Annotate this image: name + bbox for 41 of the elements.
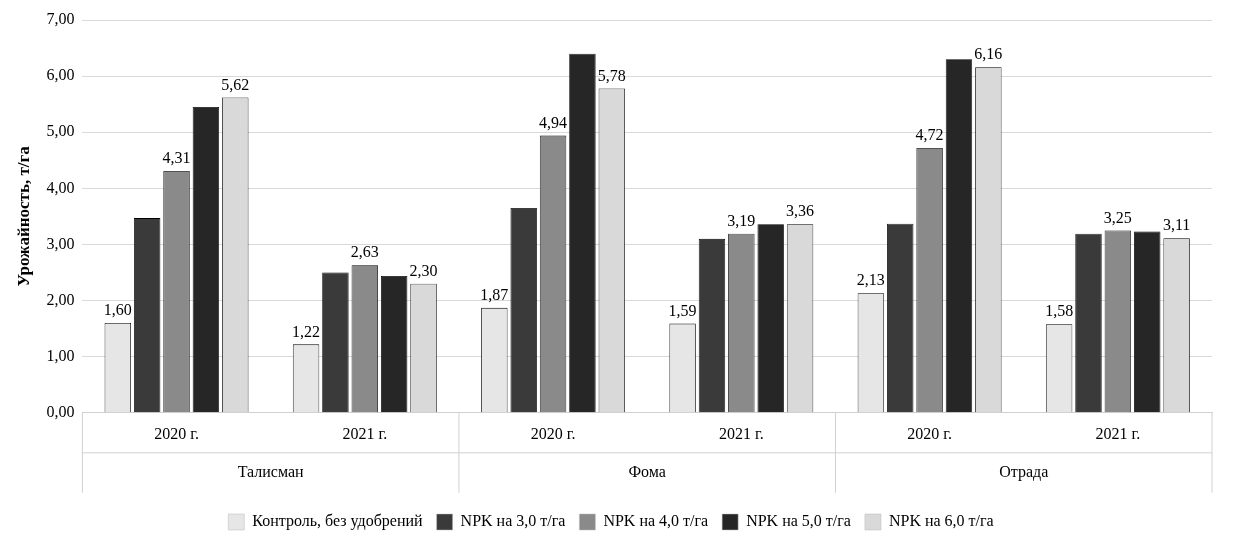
legend-label: NPK на 3,0 т/га (460, 512, 566, 530)
data-label: 3,11 (1162, 216, 1191, 234)
data-label: 4,94 (539, 113, 568, 131)
data-label: 1,58 (1045, 302, 1074, 320)
data-label: 3,36 (786, 202, 815, 220)
legend-label: NPK на 4,0 т/га (603, 512, 709, 530)
y-tick-label: 2,00 (46, 290, 75, 308)
x-tick-label: 2021 г. (342, 424, 388, 442)
text: Фома (628, 463, 666, 480)
x-tick-label: 2020 г. (907, 424, 952, 442)
y-tick-label: 7,00 (46, 10, 75, 28)
data-label: 2,63 (350, 243, 379, 261)
data-label: 4,31 (162, 149, 191, 167)
data-label: 5,62 (221, 75, 250, 93)
data-label: 3,19 (727, 212, 756, 229)
x-tick-label: 2021 г. (718, 424, 764, 442)
y-tick-label: 4,00 (46, 178, 75, 196)
text: Отрада (999, 463, 1049, 481)
data-label: 2,30 (409, 261, 438, 279)
text: Талисман (237, 463, 305, 480)
y-tick-label: 6,00 (46, 66, 75, 84)
y-tick-label: 1,00 (46, 346, 75, 364)
data-label: 2,13 (856, 271, 885, 289)
y-tick-label: 0,00 (46, 403, 75, 420)
data-label: 3,25 (1103, 208, 1132, 226)
y-tick-label: 3,00 (46, 234, 75, 252)
x-tick-label: 2020 г. (154, 424, 199, 442)
legend-label: Контроль, без удобрений (252, 512, 424, 531)
x-tick-label: 2021 г. (1095, 424, 1141, 442)
legend-label: NPK на 5,0 т/га (746, 512, 851, 530)
data-label: 1,59 (668, 301, 697, 319)
data-label: 1,87 (480, 286, 509, 304)
data-label: 1,60 (103, 301, 132, 319)
data-label: 6,16 (974, 45, 1003, 63)
data-label: 1,22 (292, 322, 321, 340)
x-tick-label: 2020 г. (530, 424, 576, 442)
data-label: 4,72 (915, 126, 944, 144)
y-axis-title: Урожайность, т/га (13, 145, 33, 287)
data-label: 5,78 (597, 66, 626, 84)
legend-label: NPK на 6,0 т/га (888, 512, 994, 530)
y-tick-label: 5,00 (46, 122, 75, 140)
